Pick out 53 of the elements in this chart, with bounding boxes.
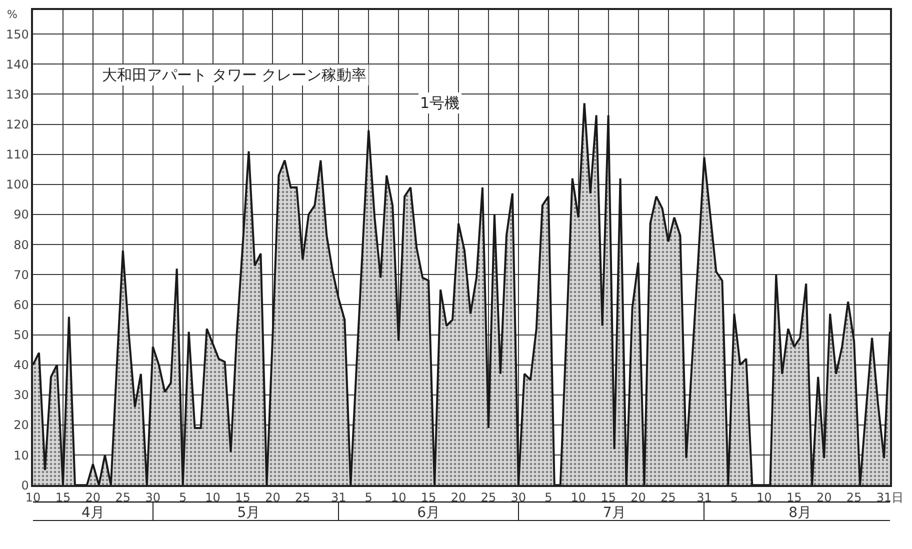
y-tick-label: 0: [21, 478, 29, 492]
x-tick-label: 20: [630, 490, 646, 504]
x-tick-label: 25: [480, 490, 496, 504]
x2-tick-label: 6月: [417, 504, 440, 521]
y-tick-label: 130: [6, 87, 29, 102]
x-tick-label: 15: [55, 490, 71, 504]
x2-tick-label: 4月: [81, 504, 104, 521]
y-tick-label: 60: [14, 298, 29, 312]
y-tick-label: 40: [14, 358, 29, 372]
y-tick-label: 20: [14, 418, 29, 432]
x-tick-label: 20: [265, 490, 280, 504]
x-tick-label: 10: [390, 490, 406, 504]
x-tick-label: 30: [510, 490, 526, 504]
x-tick-label: 10: [205, 490, 220, 504]
y-tick-label: 80: [14, 238, 29, 252]
x-tick-label: 25: [846, 490, 862, 504]
y-tick-label: 100: [6, 178, 29, 192]
y-tick-label: 90: [14, 208, 29, 222]
x-tick-label: 5: [364, 490, 372, 504]
x-tick-label: 25: [115, 490, 131, 504]
y-tick-label: 10: [14, 448, 29, 462]
text: 1号機: [420, 94, 460, 112]
x-tick-label: 20: [450, 490, 466, 504]
x-tick-label: 10: [25, 490, 41, 504]
y-tick-label: 50: [14, 328, 29, 342]
y-tick-label: 70: [14, 268, 29, 282]
x-tick-label: 5: [179, 490, 187, 504]
x-tick-label: 15: [420, 490, 436, 504]
x-tick-label: 31日: [876, 490, 904, 504]
x-tick-label: 31: [696, 490, 712, 504]
text: 大和田アパート タワー クレーン稼動率: [102, 66, 367, 84]
x-tick-label: 5: [544, 490, 552, 504]
x-tick-label: 15: [235, 490, 250, 504]
y-tick-label: 120: [6, 117, 29, 132]
x-tick-label: 15: [786, 490, 802, 504]
x-tick-label: 10: [756, 490, 772, 504]
x2-tick-label: 5月: [237, 504, 260, 521]
x2-tick-label: 7月: [602, 504, 626, 521]
x-tick-label: 30: [145, 490, 160, 504]
x-tick-label: 5: [730, 490, 738, 504]
y-axis-title: %: [7, 8, 18, 21]
y-tick-label: 140: [6, 57, 29, 72]
y-tick-label: 110: [6, 148, 29, 162]
x-tick-label: 25: [660, 490, 676, 504]
x2-tick-label: 8月: [788, 504, 812, 521]
x-tick-label: 25: [295, 490, 310, 504]
y-tick-label: 150: [6, 27, 29, 42]
x-tick-label: 10: [570, 490, 586, 504]
x-tick-label: 15: [600, 490, 616, 504]
x-tick-label: 20: [85, 490, 101, 504]
x-tick-label: 31: [331, 490, 346, 504]
x-tick-label: 20: [816, 490, 832, 504]
y-tick-label: 30: [14, 388, 29, 402]
